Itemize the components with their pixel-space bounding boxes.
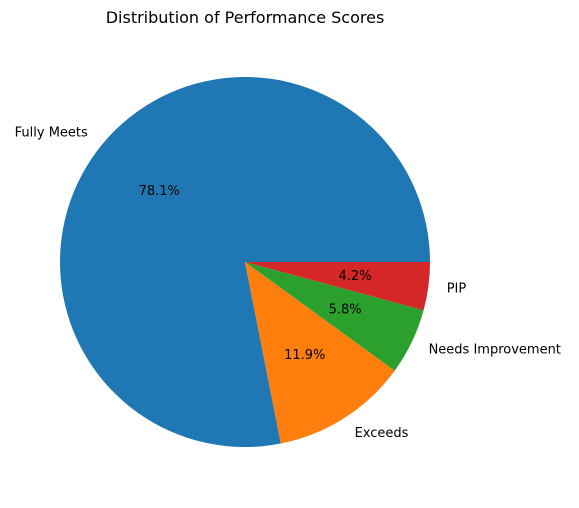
pct-label-pip: 4.2% <box>339 269 372 284</box>
pie-slice-exceeds <box>245 262 395 444</box>
chart-title: Distribution of Performance Scores <box>106 8 385 27</box>
pie-slice-needs-improvement <box>245 262 424 371</box>
percentage-labels: 78.1% 11.9% 5.8% 4.2% <box>139 184 372 363</box>
slice-label-pip: PIP <box>447 281 467 296</box>
pct-label-needs-improvement: 5.8% <box>329 302 362 317</box>
slice-label-exceeds: Exceeds <box>355 426 409 441</box>
slice-label-fully-meets: Fully Meets <box>15 125 88 140</box>
pie-slice-pip <box>245 262 430 311</box>
pct-label-exceeds: 11.9% <box>284 348 325 363</box>
pct-label-fully-meets: 78.1% <box>139 184 180 199</box>
slice-labels: Fully Meets Exceeds Needs Improvement PIP <box>15 125 561 441</box>
slice-label-needs-improvement: Needs Improvement <box>429 342 561 357</box>
pie-slices <box>60 76 431 448</box>
